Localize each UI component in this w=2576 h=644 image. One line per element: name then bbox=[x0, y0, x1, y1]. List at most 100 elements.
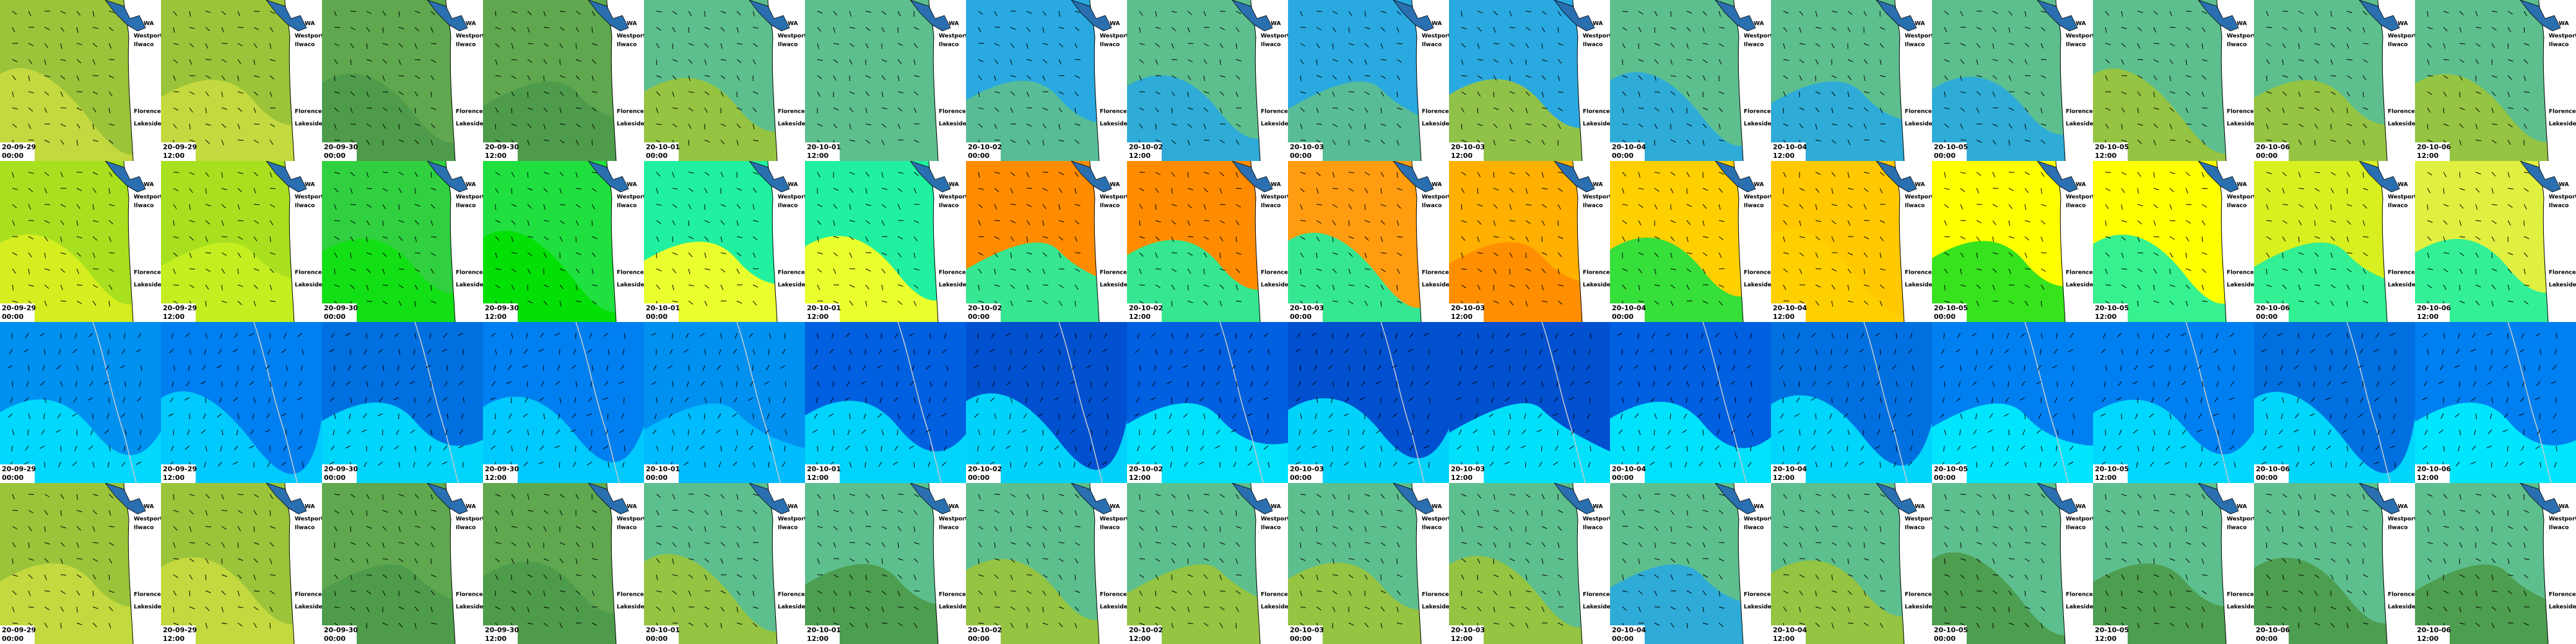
wind-arrow bbox=[1332, 558, 1334, 564]
wind-arrow bbox=[2068, 461, 2074, 465]
wind-arrow bbox=[28, 590, 31, 596]
map-cell: WAWestportIlwacoFlorenceLakeside20-10-03… bbox=[1288, 0, 1449, 161]
wind-arrow bbox=[1831, 622, 1834, 629]
wind-arrow bbox=[2198, 413, 2203, 419]
wind-arrow bbox=[1778, 429, 1784, 433]
wind-arrow bbox=[2455, 413, 2460, 417]
wind-arrow bbox=[1058, 91, 1064, 95]
field-region bbox=[1771, 81, 1932, 161]
wind-arrow bbox=[587, 349, 593, 353]
wind-arrow bbox=[543, 236, 549, 240]
wind-arrow bbox=[543, 252, 547, 258]
wind-arrow bbox=[881, 429, 884, 435]
wind-arrow bbox=[264, 429, 271, 433]
wind-arrow bbox=[1734, 349, 1736, 355]
wind-arrow bbox=[253, 75, 259, 78]
wind-arrow bbox=[1026, 542, 1031, 547]
field-region bbox=[1288, 398, 1449, 483]
wind-arrow bbox=[604, 381, 609, 386]
wind-arrow bbox=[1396, 494, 1399, 500]
wind-arrow bbox=[831, 445, 834, 451]
wind-arrow bbox=[1074, 75, 1081, 79]
wind-arrow bbox=[1235, 27, 1240, 32]
wind-arrow bbox=[2006, 333, 2009, 339]
place-label: Florence bbox=[2227, 109, 2254, 115]
wind-arrow bbox=[1456, 445, 1462, 450]
wind-arrow bbox=[169, 349, 174, 354]
wind-arrow bbox=[849, 27, 855, 29]
wind-arrow bbox=[2169, 622, 2175, 627]
wind-arrow bbox=[1348, 204, 1352, 209]
wind-arrow bbox=[817, 27, 822, 32]
wind-arrow bbox=[297, 333, 303, 337]
wind-arrow bbox=[1187, 188, 1193, 191]
wind-arrow bbox=[2040, 397, 2042, 404]
wind-arrow bbox=[414, 542, 420, 546]
wind-arrow bbox=[269, 252, 276, 255]
time-label: 12:00 bbox=[2095, 474, 2117, 482]
wind-arrow bbox=[430, 107, 437, 110]
wind-arrow bbox=[1219, 91, 1224, 96]
wind-arrow bbox=[1783, 284, 1786, 290]
wind-arrow bbox=[2314, 365, 2317, 371]
wind-arrow bbox=[1074, 622, 1077, 629]
field-region bbox=[644, 403, 805, 483]
wind-arrow bbox=[575, 139, 579, 146]
wind-arrow bbox=[1718, 574, 1723, 580]
wind-arrow bbox=[1364, 461, 1367, 468]
wind-arrow bbox=[1879, 268, 1886, 271]
wind-arrow bbox=[173, 43, 179, 45]
wind-arrow bbox=[1622, 445, 1625, 451]
wind-arrow bbox=[2346, 204, 2352, 207]
wind-arrow bbox=[1477, 11, 1483, 14]
wind-arrow bbox=[2024, 188, 2029, 193]
wind-arrow bbox=[881, 172, 884, 178]
wind-arrow bbox=[334, 284, 340, 287]
wind-arrow bbox=[736, 590, 741, 596]
wind-arrow bbox=[2314, 236, 2320, 239]
label-box bbox=[1449, 303, 1484, 322]
wind-arrow bbox=[2201, 59, 2208, 62]
wind-arrow bbox=[268, 397, 271, 403]
wind-arrow bbox=[1976, 27, 1982, 30]
wind-arrow bbox=[2491, 284, 2496, 290]
wind-arrow bbox=[2362, 284, 2364, 291]
wind-arrow bbox=[237, 494, 243, 495]
date-label: 20-10-05 bbox=[2095, 143, 2129, 151]
time-label: 00:00 bbox=[1612, 474, 1634, 482]
wind-arrow bbox=[881, 526, 887, 529]
wind-arrow bbox=[990, 397, 995, 402]
wind-arrow bbox=[333, 429, 335, 435]
wind-arrow bbox=[1960, 510, 1966, 513]
wind-arrow bbox=[1187, 139, 1190, 146]
place-label: Ilwaco bbox=[1583, 525, 1603, 531]
wind-arrow bbox=[817, 590, 823, 594]
place-label: WA bbox=[627, 182, 637, 188]
wind-arrow bbox=[2475, 172, 2481, 175]
wind-arrow bbox=[2359, 349, 2364, 354]
place-label: WA bbox=[2398, 21, 2408, 27]
wind-arrow bbox=[1944, 27, 1947, 33]
wind-arrow bbox=[543, 204, 546, 210]
wind-arrow bbox=[1879, 413, 1881, 419]
wind-arrow bbox=[2535, 333, 2541, 337]
wind-arrow bbox=[1779, 365, 1784, 370]
wind-arrow bbox=[1783, 333, 1785, 339]
island-shape bbox=[266, 483, 307, 515]
wind-arrow bbox=[1811, 333, 1816, 337]
wind-arrow bbox=[2104, 381, 2106, 387]
wind-arrow bbox=[897, 11, 901, 17]
wind-arrow bbox=[297, 397, 303, 401]
wind-arrow bbox=[1815, 204, 1817, 210]
wind-arrow bbox=[1203, 59, 1208, 64]
wind-arrow bbox=[2169, 188, 2174, 193]
wind-arrow bbox=[2507, 188, 2513, 189]
wind-arrow bbox=[1879, 574, 1882, 580]
wind-arrow bbox=[429, 333, 432, 339]
place-label: Florence bbox=[295, 592, 322, 598]
place-label: Florence bbox=[939, 270, 966, 276]
wind-arrow bbox=[1316, 397, 1318, 403]
wind-arrow bbox=[591, 542, 594, 548]
wind-arrow bbox=[2298, 123, 2304, 128]
wind-arrow bbox=[2105, 123, 2109, 129]
